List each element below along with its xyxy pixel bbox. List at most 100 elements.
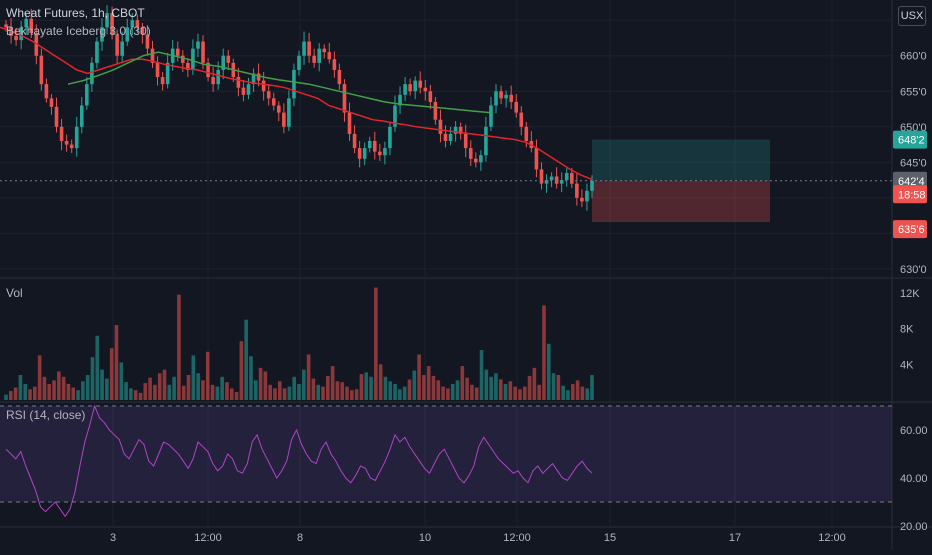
candle-body <box>241 87 246 95</box>
candle-body <box>130 20 135 28</box>
candle-body <box>79 105 84 127</box>
volume-bar <box>109 348 114 400</box>
volume-bar <box>484 369 489 400</box>
candle-body <box>347 112 352 134</box>
candle-body <box>403 84 407 95</box>
candle-body <box>388 126 392 149</box>
candle-body <box>342 84 347 113</box>
moving-average-line <box>67 51 491 114</box>
volume-bar <box>153 384 157 400</box>
candle-body <box>226 55 231 63</box>
volume-tick-label: 12K <box>900 288 920 300</box>
volume-bar <box>177 294 181 400</box>
volume-bar <box>330 366 335 400</box>
candle-body <box>256 73 261 81</box>
price-tag <box>893 130 927 149</box>
volume-bar <box>220 376 224 400</box>
candle-body <box>150 48 155 63</box>
volume-bar <box>446 388 450 400</box>
candle-body <box>196 41 200 49</box>
candle-body <box>160 77 165 85</box>
volume-bar <box>407 379 412 400</box>
volume-bar <box>326 375 330 400</box>
time-tick-label: 15 <box>604 532 616 544</box>
volume-bar <box>143 383 148 400</box>
volume-bar <box>498 379 503 400</box>
volume-bar <box>268 384 272 400</box>
volume-bar <box>249 356 253 400</box>
currency-button[interactable]: USX <box>898 6 926 26</box>
volume-bar <box>508 381 513 400</box>
price-tag-label: 18:58 <box>898 189 926 201</box>
volume-bar <box>119 362 124 400</box>
candle-body <box>292 69 296 99</box>
candle-body <box>246 84 251 95</box>
volume-bar <box>292 376 296 400</box>
candle-body <box>165 62 170 85</box>
candle-body <box>125 27 130 42</box>
volume-bar <box>234 391 239 400</box>
volume-bar <box>201 380 205 400</box>
candle-body <box>489 105 493 127</box>
candle-body <box>216 69 220 85</box>
volume-bar <box>316 384 321 400</box>
time-tick-label: 8 <box>297 532 303 544</box>
candle-body <box>448 133 453 141</box>
volume-bar <box>42 376 47 400</box>
candle-body <box>145 34 150 49</box>
volume-bar <box>181 385 186 400</box>
candle-body <box>90 62 94 85</box>
volume-bar <box>580 386 585 400</box>
candle-body <box>29 18 34 33</box>
candle-body <box>175 48 180 56</box>
candle-body <box>297 55 301 70</box>
volume-bar <box>225 382 229 400</box>
rsi-tick-label: 60.00 <box>900 425 928 437</box>
volume-bar <box>33 386 37 400</box>
candle-body <box>95 41 99 63</box>
candle-body <box>357 148 362 159</box>
volume-bar <box>186 375 191 400</box>
price-tick-label: 630'0 <box>900 264 927 276</box>
candle-body <box>378 151 382 156</box>
volume-bar <box>378 364 383 400</box>
candle-body <box>519 112 524 127</box>
rsi-pane-label[interactable]: RSI (14, close) <box>6 408 86 422</box>
volume-bar <box>494 373 498 400</box>
candle-body <box>468 148 473 159</box>
volume-bar <box>66 383 71 400</box>
volume-bar <box>297 383 301 400</box>
candle-body <box>367 141 372 149</box>
volume-bar <box>162 369 167 400</box>
volume-bar <box>455 380 460 400</box>
price-tick-label: 645'0 <box>900 157 927 169</box>
volume-bar <box>37 355 42 400</box>
rsi-tick-label: 40.00 <box>900 473 928 485</box>
indicator-title[interactable]: Bekhayate Iceberg 3.0 (30) <box>6 24 151 38</box>
volume-bar <box>244 319 248 400</box>
volume-pane-label[interactable]: Vol <box>6 286 23 300</box>
candle-body <box>110 13 114 35</box>
volume-bar <box>537 384 541 400</box>
volume-bar <box>431 375 436 400</box>
volume-bar <box>340 382 345 400</box>
volume-bar <box>114 325 119 400</box>
candle-body <box>408 84 412 92</box>
candle-body <box>453 126 458 134</box>
candle-body <box>44 84 49 99</box>
candle-body <box>135 20 140 28</box>
candle-body <box>271 98 276 106</box>
volume-bar <box>518 389 522 400</box>
candle-body <box>312 55 316 63</box>
candle-body <box>524 126 529 141</box>
candle-body <box>352 133 357 149</box>
candle-body <box>74 126 79 149</box>
candle-body <box>236 77 241 88</box>
candle-body <box>438 119 443 134</box>
candle-body <box>64 141 69 145</box>
candle-body <box>463 133 468 149</box>
volume-bar <box>90 357 95 400</box>
volume-bar <box>374 287 378 400</box>
